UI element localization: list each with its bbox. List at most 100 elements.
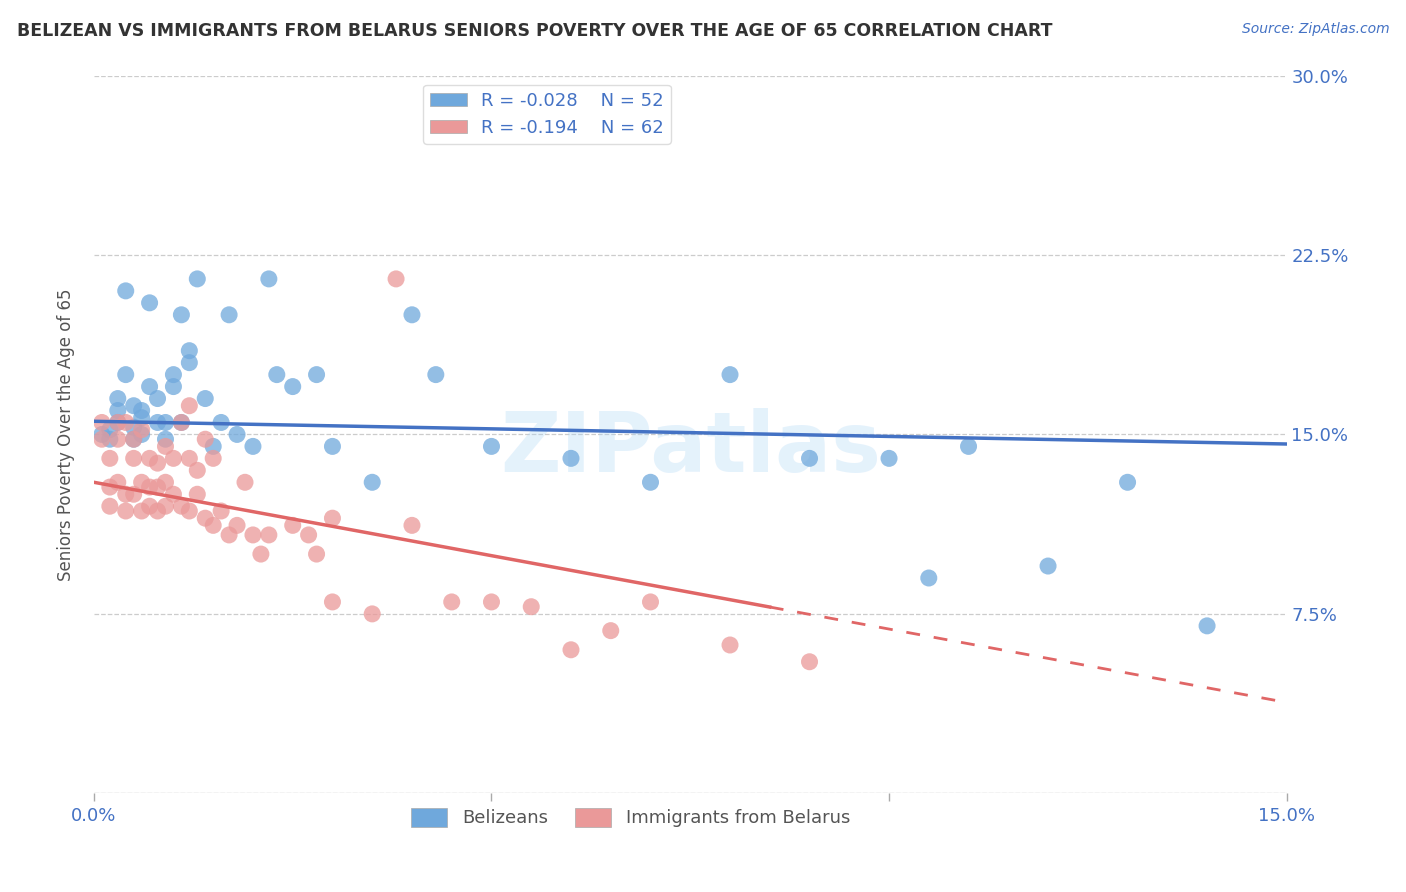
Text: BELIZEAN VS IMMIGRANTS FROM BELARUS SENIORS POVERTY OVER THE AGE OF 65 CORRELATI: BELIZEAN VS IMMIGRANTS FROM BELARUS SENI…: [17, 22, 1052, 40]
Point: [281, 379, 304, 393]
Point: [209, 416, 232, 430]
Point: [131, 403, 153, 417]
Point: [122, 487, 145, 501]
Point: [131, 427, 153, 442]
Point: [226, 427, 249, 442]
Point: [257, 528, 280, 542]
Point: [305, 368, 328, 382]
Point: [162, 368, 184, 382]
Point: [98, 451, 121, 466]
Point: [155, 475, 177, 490]
Point: [226, 518, 249, 533]
Point: [122, 432, 145, 446]
Point: [138, 451, 160, 466]
Point: [138, 295, 160, 310]
Point: [170, 500, 193, 514]
Point: [146, 392, 169, 406]
Point: [131, 504, 153, 518]
Point: [186, 272, 208, 286]
Point: [90, 416, 112, 430]
Point: [122, 432, 145, 446]
Point: [131, 410, 153, 425]
Point: [599, 624, 621, 638]
Point: [877, 451, 900, 466]
Point: [425, 368, 447, 382]
Point: [98, 500, 121, 514]
Point: [122, 420, 145, 434]
Point: [138, 500, 160, 514]
Text: Source: ZipAtlas.com: Source: ZipAtlas.com: [1241, 22, 1389, 37]
Point: [155, 500, 177, 514]
Point: [361, 475, 384, 490]
Legend: Belizeans, Immigrants from Belarus: Belizeans, Immigrants from Belarus: [404, 801, 858, 835]
Point: [918, 571, 941, 585]
Point: [179, 504, 201, 518]
Point: [98, 480, 121, 494]
Point: [281, 518, 304, 533]
Point: [107, 403, 129, 417]
Point: [520, 599, 543, 614]
Point: [718, 638, 741, 652]
Point: [107, 392, 129, 406]
Point: [202, 451, 225, 466]
Point: [179, 399, 201, 413]
Point: [361, 607, 384, 621]
Point: [194, 392, 217, 406]
Y-axis label: Seniors Poverty Over the Age of 65: Seniors Poverty Over the Age of 65: [58, 288, 75, 581]
Point: [297, 528, 319, 542]
Point: [114, 416, 136, 430]
Point: [257, 272, 280, 286]
Point: [305, 547, 328, 561]
Point: [242, 439, 264, 453]
Point: [114, 368, 136, 382]
Point: [155, 432, 177, 446]
Point: [266, 368, 288, 382]
Point: [162, 379, 184, 393]
Point: [186, 487, 208, 501]
Point: [194, 432, 217, 446]
Point: [146, 416, 169, 430]
Point: [146, 456, 169, 470]
Point: [107, 432, 129, 446]
Point: [155, 439, 177, 453]
Point: [1036, 559, 1059, 574]
Point: [155, 416, 177, 430]
Point: [321, 439, 343, 453]
Point: [170, 308, 193, 322]
Point: [560, 642, 582, 657]
Point: [242, 528, 264, 542]
Point: [321, 511, 343, 525]
Point: [131, 423, 153, 437]
Point: [162, 451, 184, 466]
Point: [114, 284, 136, 298]
Point: [202, 439, 225, 453]
Point: [250, 547, 273, 561]
Point: [131, 475, 153, 490]
Point: [209, 504, 232, 518]
Point: [98, 432, 121, 446]
Point: [170, 416, 193, 430]
Point: [179, 451, 201, 466]
Point: [138, 379, 160, 393]
Point: [321, 595, 343, 609]
Point: [122, 399, 145, 413]
Point: [957, 439, 980, 453]
Point: [107, 416, 129, 430]
Point: [90, 427, 112, 442]
Point: [233, 475, 256, 490]
Point: [122, 451, 145, 466]
Point: [194, 511, 217, 525]
Text: ZIPatlas: ZIPatlas: [499, 409, 880, 490]
Point: [640, 475, 662, 490]
Point: [799, 451, 821, 466]
Point: [98, 423, 121, 437]
Point: [640, 595, 662, 609]
Point: [179, 343, 201, 358]
Point: [90, 432, 112, 446]
Point: [170, 416, 193, 430]
Point: [146, 480, 169, 494]
Point: [202, 518, 225, 533]
Point: [186, 463, 208, 477]
Point: [138, 480, 160, 494]
Point: [401, 518, 423, 533]
